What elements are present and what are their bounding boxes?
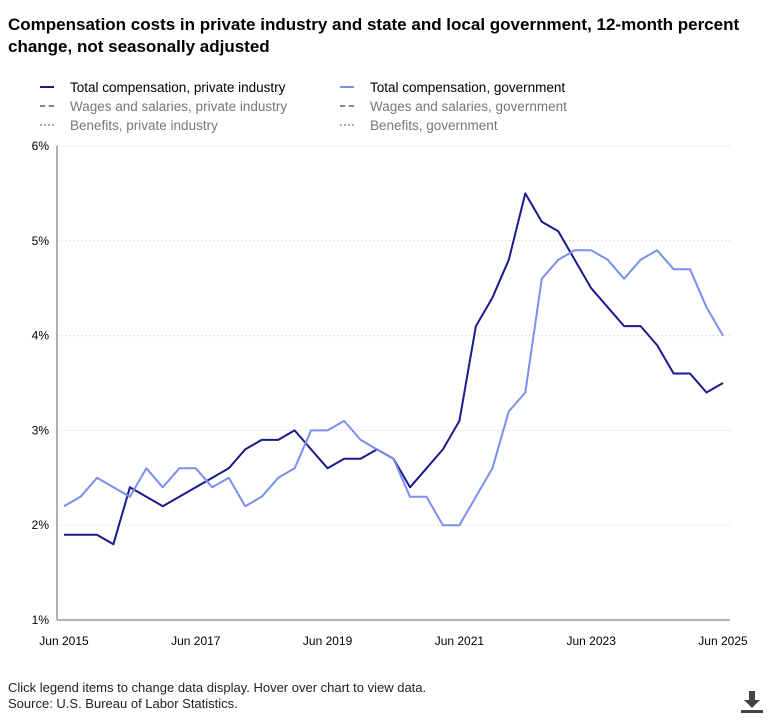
download-icon[interactable] [738,688,766,716]
legend-item-benefits-private[interactable]: Benefits, private industry [40,116,218,134]
x-tick-label: Jun 2015 [39,634,89,648]
y-tick-label: 1% [32,613,50,627]
legend-swatch [40,124,54,126]
legend-label: Total compensation, government [370,79,566,95]
legend-swatch [40,105,54,107]
legend-item-wages-government[interactable]: Wages and salaries, government [340,97,567,115]
legend-label: Benefits, private industry [70,117,218,133]
y-tick-label: 4% [32,329,50,343]
footer-source: Source: U.S. Bureau of Labor Statistics. [8,696,238,711]
line-chart[interactable]: 1% 2% 3% 4% 5% 6% Jun 2015 Jun 2017 Jun 2019 Jun … [0,0,777,670]
y-tick-label: 2% [32,518,50,532]
y-tick-label: 3% [32,423,50,437]
series-line-total-compensation-private-industry[interactable] [64,192,724,546]
y-tick-label: 6% [32,139,50,153]
legend-swatch [340,105,354,107]
legend-item-total-government[interactable]: Total compensation, government [340,78,565,96]
footer-note: Click legend items to change data displa… [8,680,427,695]
legend-label: Benefits, government [370,117,498,133]
series-line-total-compensation-government[interactable] [63,249,724,527]
y-tick-label: 5% [32,234,50,248]
x-tick-label: Jun 2023 [567,634,617,648]
x-tick-label: Jun 2017 [171,634,221,648]
legend-swatch [40,86,54,88]
x-tick-label: Jun 2021 [435,634,485,648]
legend-label: Wages and salaries, government [370,98,567,114]
x-tick-label: Jun 2019 [303,634,353,648]
legend-label: Wages and salaries, private industry [70,98,288,114]
legend-item-wages-private[interactable]: Wages and salaries, private industry [40,97,287,115]
legend-swatch [340,86,354,88]
legend-item-benefits-government[interactable]: Benefits, government [340,116,498,134]
x-tick-label: Jun 2025 [698,634,748,648]
footer: Click legend items to change data displa… [8,680,426,712]
legend-swatch [340,124,354,126]
chart-title: Compensation costs in private industry a… [8,15,740,56]
legend-item-total-private[interactable]: Total compensation, private industry [40,78,285,96]
legend-label: Total compensation, private industry [70,79,286,95]
